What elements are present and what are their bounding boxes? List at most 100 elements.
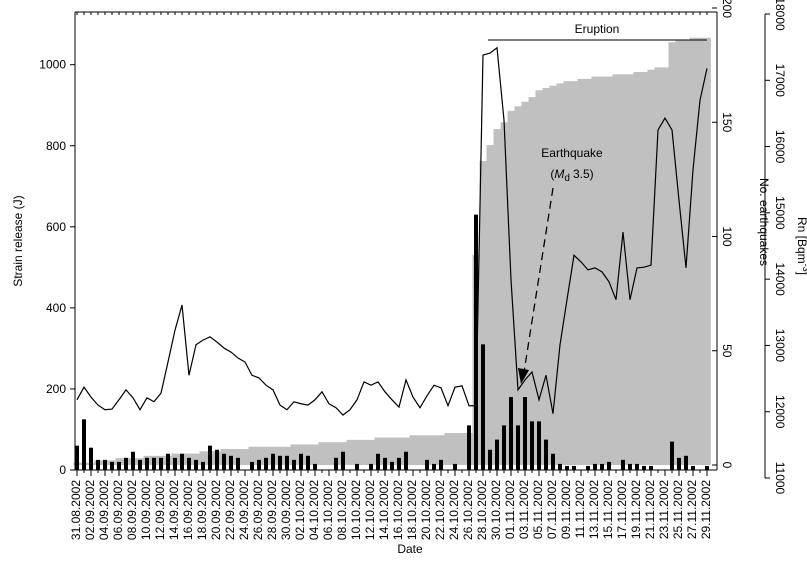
annotation-part: d [564,173,570,184]
area-step [318,442,326,465]
x-tick-label: 01.11.2002 [503,480,517,539]
y3-title-part: Rn [Bqm [795,217,807,264]
area-step [192,453,200,465]
y3-tick-label: 17000 [773,64,787,98]
x-tick-label: 12.10.2002 [363,480,377,540]
bar [439,459,443,470]
area-step [332,442,340,465]
area-step [255,446,263,465]
line [76,46,708,416]
bar [691,465,695,470]
area-step [423,435,431,465]
x-tick-label: 16.10.2002 [391,480,405,540]
x-tick-label: 16.09.2002 [181,480,195,540]
bar [621,459,625,470]
bar [649,465,653,470]
area-step [346,439,354,465]
bar [131,451,135,470]
x-tick-label: 02.10.2002 [293,480,307,540]
bar [523,397,527,470]
plot-area [73,37,711,470]
bar [670,441,674,470]
y2-tick-label: 100 [720,226,734,246]
x-tick-label: 30.10.2002 [489,480,503,540]
y3-tick-label: 15000 [773,196,787,230]
x-tick-label: 24.10.2002 [447,480,461,540]
y3-tick-label: 11000 [773,462,787,495]
bar [558,463,562,470]
area-step [437,435,445,465]
x-tick-label: 11.11.2002 [573,480,587,539]
area-step [479,161,487,465]
area-step [640,71,648,465]
bar [369,463,373,470]
area-step [577,78,585,466]
bar [173,457,177,470]
y2-tick-label: 50 [720,344,734,358]
area-step [115,458,123,465]
bar [257,459,261,470]
bar [502,425,506,470]
x-tick-label: 18.09.2002 [195,480,209,540]
bar [495,439,499,470]
x-tick-label: 31.08.2002 [69,480,83,540]
bar [642,465,646,470]
bar [404,451,408,470]
bar [425,459,429,470]
area-step [612,74,620,465]
y3-title-part: ] [795,272,807,275]
area-step [563,81,571,466]
y2-tick-label: 150 [720,112,734,132]
area-step [654,67,662,465]
area-step [696,37,704,466]
bar [474,214,478,470]
area-step [500,122,508,465]
area-step [381,437,389,465]
area-step [353,439,361,465]
area-step [521,101,529,465]
x-tick-label: 26.10.2002 [461,480,475,540]
y-tick-label: 600 [46,220,66,234]
bar [376,453,380,470]
y3-tick-label: 13000 [773,329,787,363]
x-tick-label: 08.09.2002 [125,480,139,540]
area-step [682,39,690,466]
bar [453,463,457,470]
bar [390,461,394,470]
bar [285,455,289,470]
bar [565,465,569,470]
bar [705,465,709,470]
area-step [570,81,578,466]
area-step [542,87,550,465]
bar [481,344,485,470]
y2-tick-label: 200 [720,0,734,18]
bar [138,459,142,470]
bar [250,461,254,470]
annotation: (Md 3.5) [550,167,593,184]
x-tick-label: 30.09.2002 [279,480,293,540]
bar [159,457,163,470]
bar [628,463,632,470]
area-step [668,42,676,466]
y-tick-label: 200 [46,382,66,396]
x-tick-label: 09.11.2002 [559,480,573,539]
area-step [647,69,655,465]
area-step [304,444,312,465]
bar [516,425,520,470]
area-step [416,435,424,465]
bar [467,425,471,470]
x-tick-label: 02.09.2002 [83,480,97,540]
y3-title-sup: -3 [801,264,807,272]
annotation: Earthquake [541,146,603,160]
area-step [388,437,396,465]
area-step [311,444,319,465]
x-tick-label: 12.09.2002 [153,480,167,540]
x-axis-title: Date [397,542,423,556]
bar [684,455,688,470]
bar [145,457,149,470]
bar [600,463,604,470]
area-step [584,78,592,466]
bar [488,449,492,470]
bar [306,455,310,470]
